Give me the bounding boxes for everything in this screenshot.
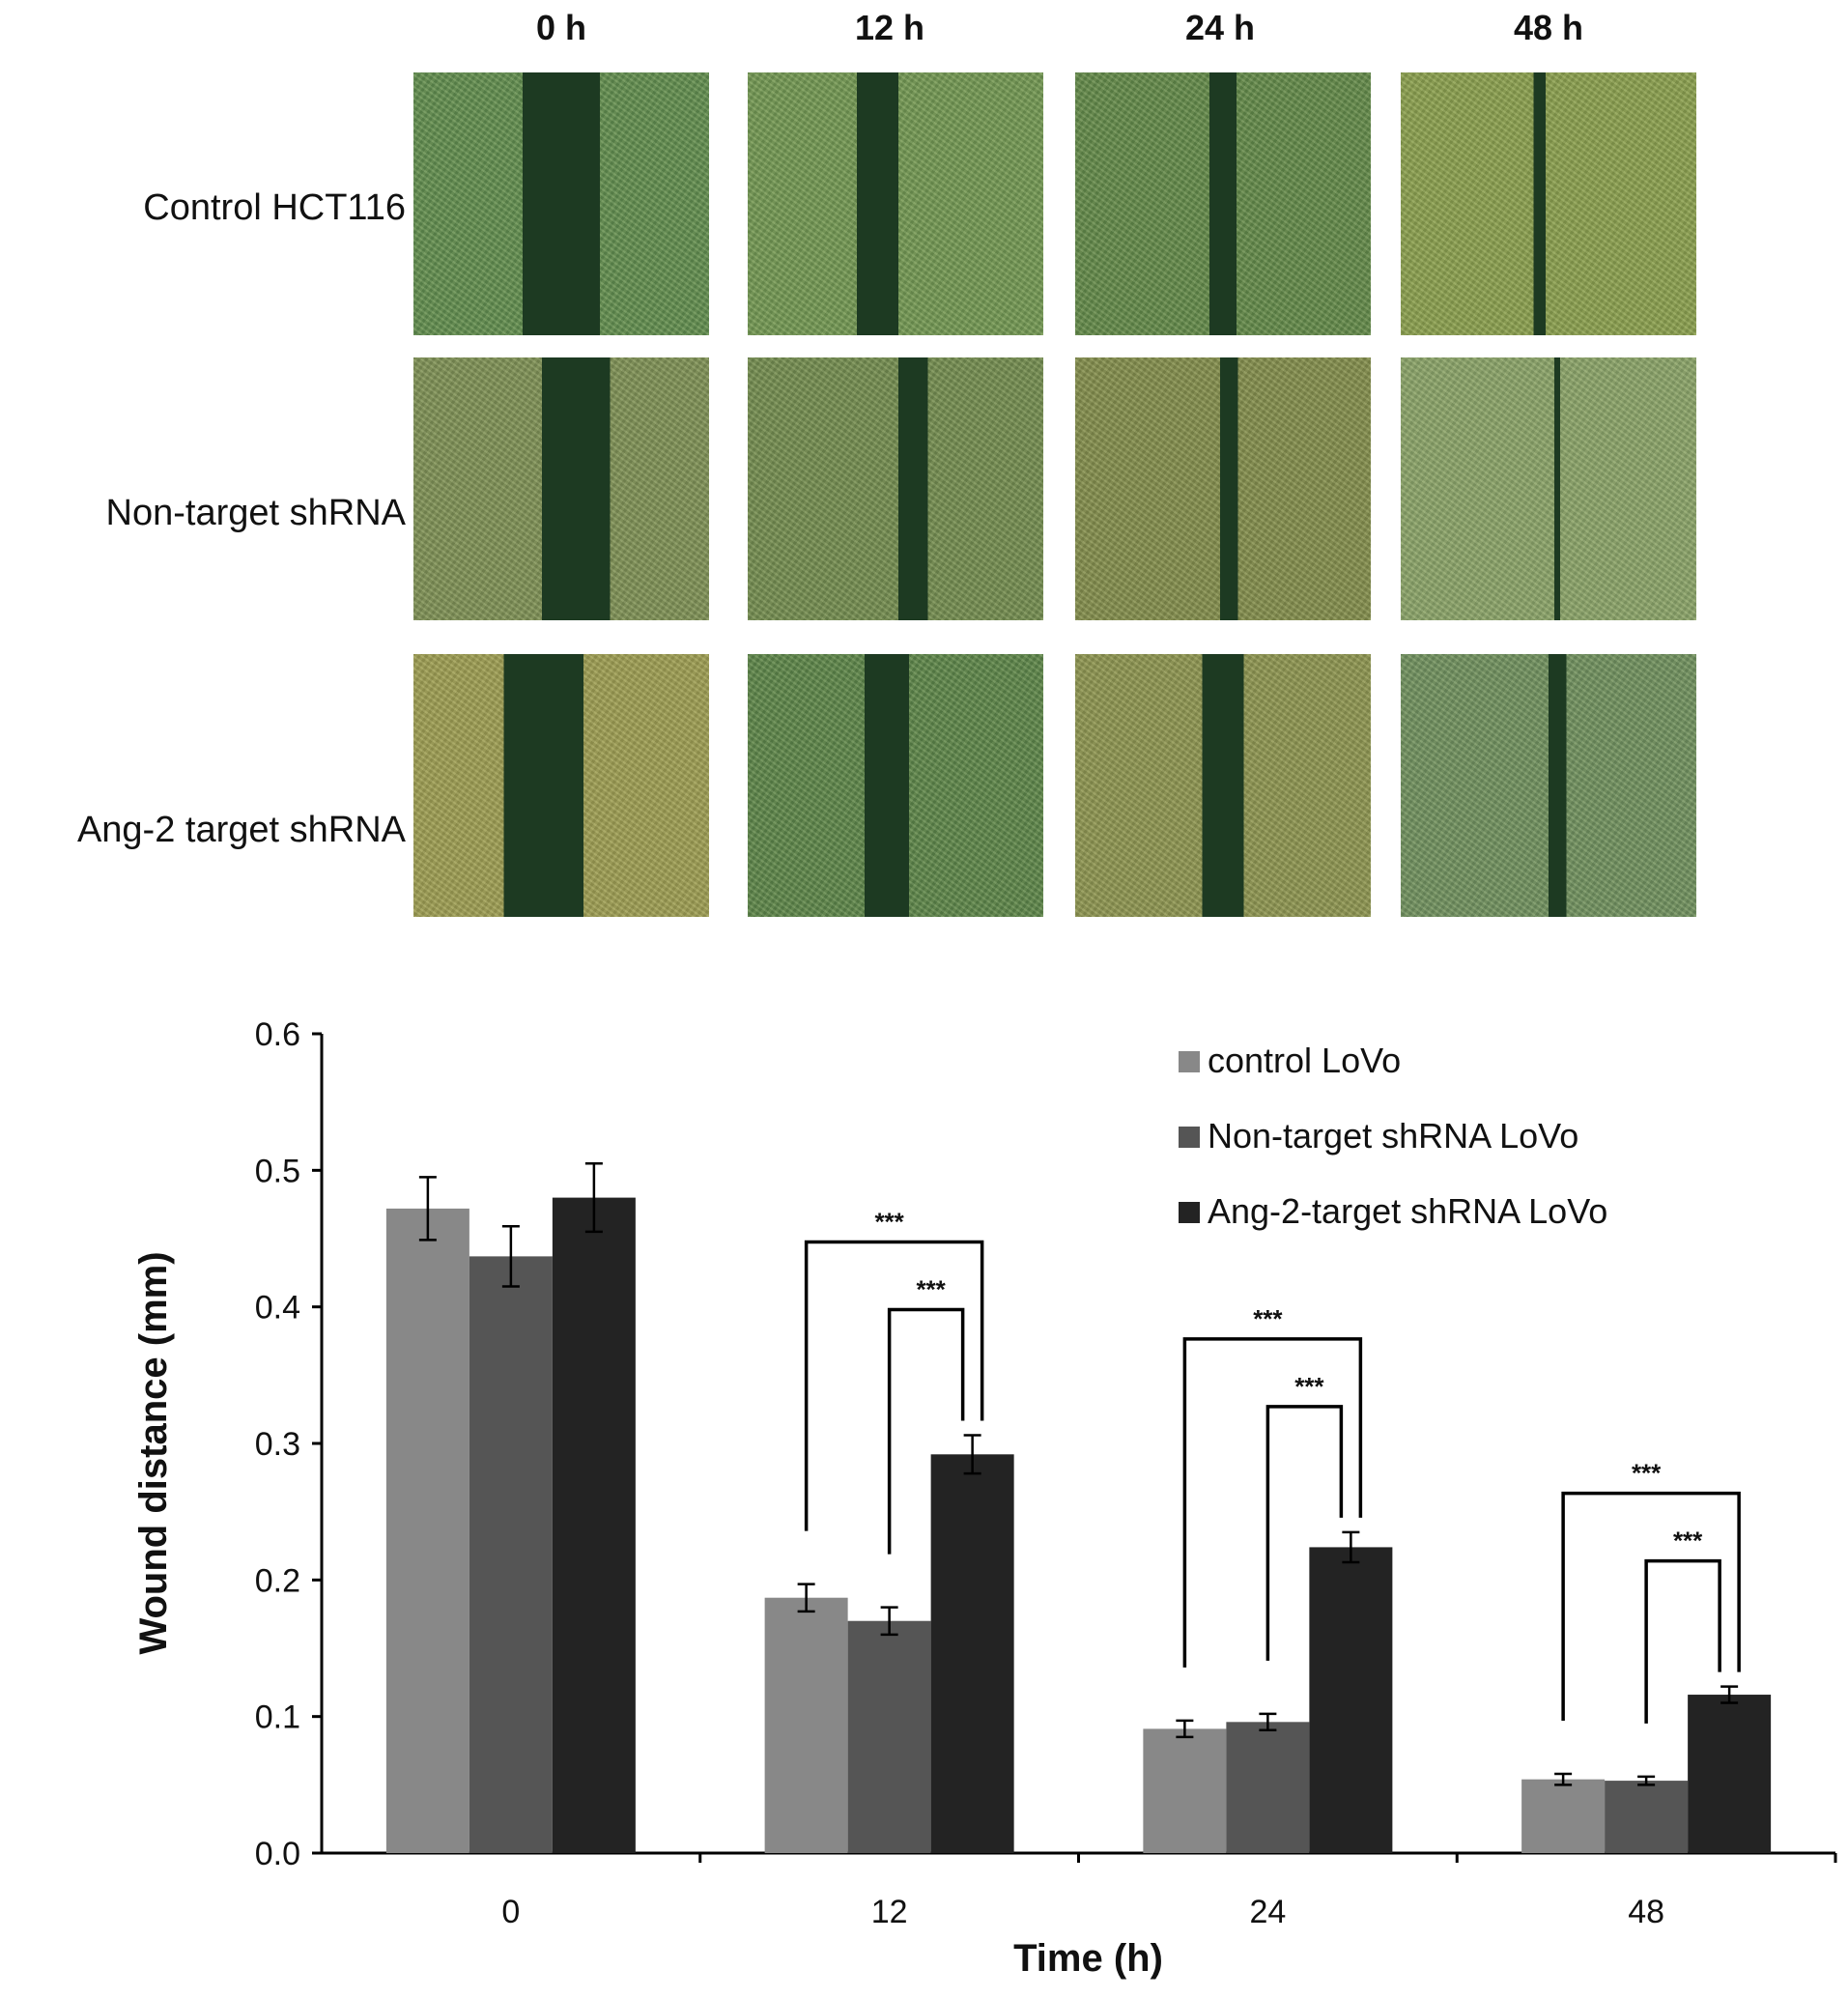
bar-2-0 — [552, 1197, 636, 1853]
significance-bracket-outer — [1561, 1491, 1741, 1722]
bar-0-0 — [385, 1208, 469, 1853]
y-tick-label: 0.6 — [255, 1016, 300, 1053]
row-label-1: Non-target shRNA — [105, 493, 406, 533]
x-tick-label: 0 — [501, 1894, 520, 1930]
legend-label-2: Ang-2-target shRNA LoVo — [1208, 1191, 1607, 1231]
y-axis-title: Wound distance (mm) — [132, 1251, 175, 1654]
significance-label: *** — [1632, 1459, 1662, 1488]
y-tick-label: 0.5 — [255, 1153, 300, 1189]
significance-bracket-inner — [1265, 1405, 1344, 1661]
x-tick-label: 12 — [871, 1894, 908, 1930]
micrograph-r2-c3 — [1401, 654, 1696, 917]
row-label-0: Control HCT116 — [143, 187, 406, 228]
significance-label: *** — [1253, 1304, 1283, 1333]
significance-label: *** — [874, 1208, 904, 1237]
bar-2-48 — [1688, 1695, 1772, 1853]
y-tick-label: 0.2 — [255, 1562, 300, 1599]
y-tick-label: 0.4 — [255, 1290, 300, 1327]
col-label-0: 0 h — [535, 8, 586, 47]
y-tick-label: 0.1 — [255, 1699, 300, 1736]
bar-1-24 — [1226, 1722, 1310, 1853]
legend-swatch-0 — [1179, 1051, 1200, 1072]
significance-label: *** — [916, 1275, 946, 1304]
legend-label-0: control LoVo — [1208, 1041, 1401, 1080]
bar-1-12 — [847, 1620, 931, 1853]
col-label-2: 24 h — [1184, 8, 1256, 47]
micrograph-r1-c1 — [748, 357, 1043, 620]
micrograph-r2-c0 — [413, 654, 709, 917]
significance-bracket-inner — [1644, 1558, 1721, 1724]
col-label-1: 12 h — [854, 8, 925, 47]
significance-bracket-inner — [887, 1307, 965, 1555]
legend-label-1: Non-target shRNA LoVo — [1208, 1116, 1578, 1156]
micrograph-r2-c2 — [1075, 654, 1371, 917]
bar-1-48 — [1605, 1781, 1689, 1853]
significance-label: *** — [1673, 1527, 1703, 1556]
bar-1-0 — [469, 1256, 553, 1853]
micrograph-r0-c3 — [1401, 72, 1696, 335]
micrograph-r0-c1 — [748, 72, 1043, 335]
bar-0-12 — [764, 1597, 848, 1853]
row-label-2: Ang-2 target shRNA — [76, 810, 406, 850]
x-tick-label: 24 — [1249, 1894, 1286, 1930]
x-axis-title: Time (h) — [1013, 1937, 1163, 1980]
bar-0-48 — [1521, 1779, 1606, 1853]
micrograph-r0-c0 — [413, 72, 709, 335]
y-tick-label: 0.3 — [255, 1426, 300, 1463]
bar-2-24 — [1309, 1547, 1393, 1853]
micrograph-r0-c2 — [1075, 72, 1371, 335]
y-tick-label: 0.0 — [255, 1836, 300, 1872]
x-tick-label: 48 — [1628, 1894, 1664, 1930]
micrograph-r1-c3 — [1401, 357, 1696, 620]
legend-swatch-2 — [1179, 1202, 1200, 1223]
micrograph-r1-c0 — [413, 357, 709, 620]
significance-label: *** — [1294, 1372, 1324, 1401]
wound-distance-chart: 0.0 0.1 0.2 0.3 0.4 0.5 0.6 0 12 24 48 Time (h) Woun… — [132, 1016, 1837, 1980]
bar-2-12 — [930, 1454, 1014, 1853]
bar-0-24 — [1143, 1728, 1227, 1853]
micrograph-r1-c2 — [1075, 357, 1371, 620]
legend-swatch-1 — [1179, 1127, 1200, 1148]
significance-bracket-outer — [1182, 1337, 1363, 1668]
significance-bracket-outer — [804, 1240, 984, 1531]
micrograph-r2-c1 — [748, 654, 1043, 917]
col-label-3: 48 h — [1513, 8, 1584, 47]
